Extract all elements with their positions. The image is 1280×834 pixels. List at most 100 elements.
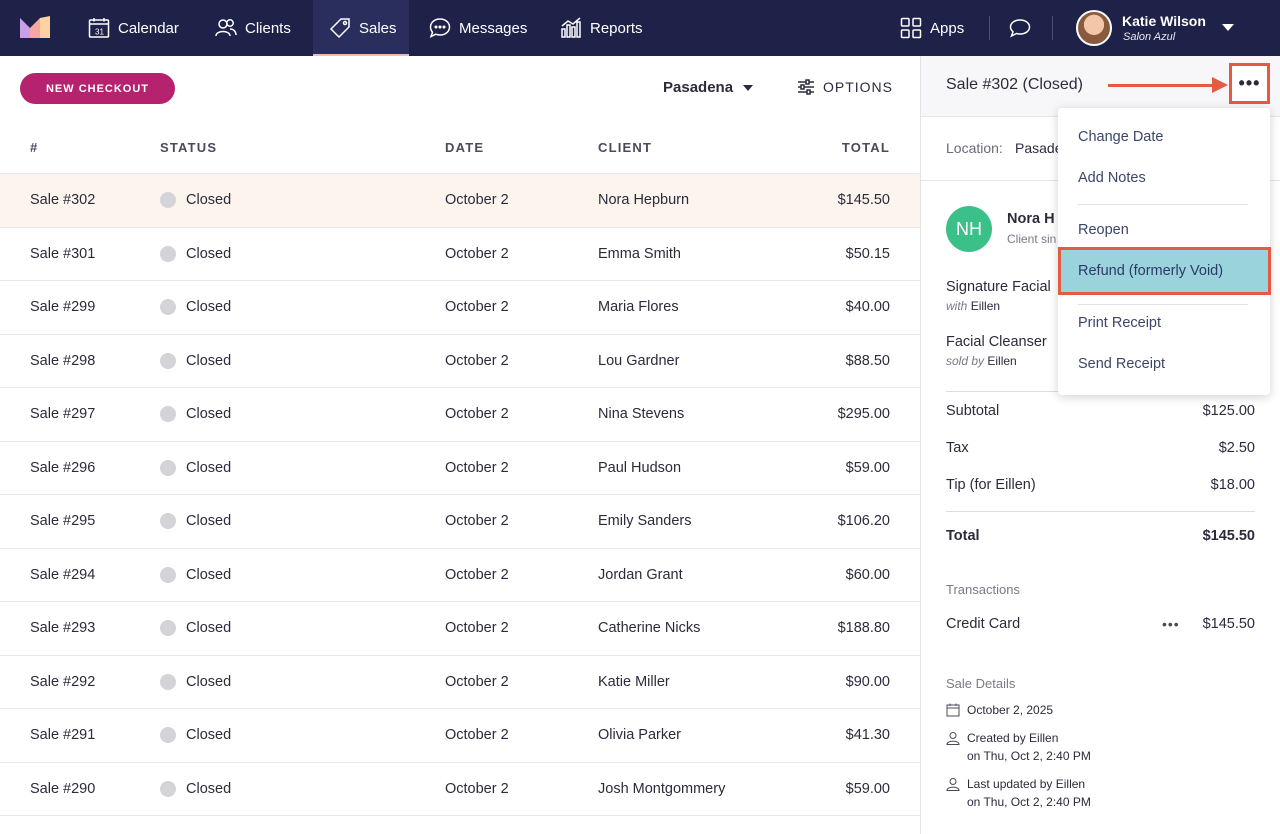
ellipsis-icon: ••• (1162, 616, 1180, 632)
table-row[interactable]: Sale #299 Closed October 2 Maria Flores $40.… (0, 281, 920, 335)
total-label: Total (946, 528, 980, 544)
row-sale-number: Sale #293 (30, 620, 96, 637)
new-checkout-button[interactable]: NEW CHECKOUT (20, 73, 175, 104)
table-row[interactable]: Sale #297 Closed October 2 Nina Stevens $295… (0, 388, 920, 442)
user-name[interactable]: Katie Wilson (1122, 13, 1206, 29)
options-button[interactable]: OPTIONS (797, 79, 893, 95)
row-status: Closed (160, 299, 231, 316)
row-status: Closed (160, 513, 231, 530)
nav-messages[interactable]: Messages (429, 0, 527, 56)
table-row[interactable]: Sale #294 Closed October 2 Jordan Grant $60.… (0, 549, 920, 602)
menu-divider (1078, 304, 1248, 305)
line-item-name: Signature Facial (946, 279, 1051, 295)
row-status: Closed (160, 406, 232, 423)
menu-item-reopen[interactable]: Reopen (1078, 222, 1129, 238)
table-row[interactable]: Sale #302 Closed October 2 Nora Hepburn $145… (0, 174, 920, 228)
menu-item-refund[interactable]: Refund (formerly Void) (1058, 247, 1271, 295)
line-item-staff-prefix: sold by (946, 354, 985, 368)
chat-button[interactable] (1009, 0, 1031, 56)
row-client: Josh Montgommery (598, 780, 726, 797)
col-header-status[interactable]: STATUS (160, 140, 218, 155)
table-top-border (0, 173, 920, 174)
location-select[interactable]: Pasadena (663, 79, 754, 96)
menu-item-change-date[interactable]: Change Date (1078, 129, 1164, 145)
row-status: Closed (160, 620, 232, 637)
transaction-more-button[interactable]: ••• (1162, 616, 1180, 632)
summary-divider (946, 511, 1255, 512)
status-dot-icon (160, 192, 176, 209)
menu-item-refund-label: Refund (formerly Void) (1078, 263, 1224, 279)
row-date: October 2 (445, 780, 509, 797)
user-menu-caret-icon[interactable] (1222, 24, 1234, 31)
table-row[interactable]: Sale #290 Closed October 2 Josh Montgommery… (0, 763, 920, 816)
row-status-label: Closed (186, 620, 232, 637)
nav-sales[interactable]: Sales (313, 0, 409, 56)
row-date: October 2 (445, 406, 509, 423)
menu-item-add-notes[interactable]: Add Notes (1078, 170, 1146, 186)
table-row[interactable]: Sale #298 Closed October 2 Lou Gardner $88.5… (0, 335, 920, 388)
status-dot-icon (160, 459, 176, 476)
status-dot-icon (160, 780, 176, 797)
total-value: $145.50 (1202, 528, 1255, 544)
row-client: Emily Sanders (598, 513, 692, 530)
row-sale-number: Sale #299 (30, 299, 96, 316)
created-on-text: on Thu, Oct 2, 2:40 PM (967, 749, 1091, 763)
col-header-client[interactable]: CLIENT (598, 140, 653, 155)
row-sale-number: Sale #295 (30, 513, 96, 530)
svg-text:31: 31 (95, 28, 104, 37)
user-avatar[interactable] (1076, 10, 1112, 46)
nav-reports[interactable]: Reports (560, 0, 643, 56)
col-header-date[interactable]: DATE (445, 140, 485, 155)
line-item-staff: sold by Eillen (946, 354, 1017, 368)
sale-date: October 2, 2025 (967, 703, 1054, 717)
row-date: October 2 (445, 245, 509, 262)
app-logo-icon[interactable] (20, 16, 50, 38)
col-header-number[interactable]: # (30, 140, 39, 155)
tip-label: Tip (for Eillen) (946, 477, 1036, 493)
row-total: $50.15 (845, 245, 890, 262)
table-row[interactable]: Sale #292 Closed October 2 Katie Miller $90.… (0, 656, 920, 709)
row-status-label: Closed (186, 459, 232, 476)
row-date: October 2 (445, 192, 509, 209)
table-row[interactable]: Sale #293 Closed October 2 Catherine Nicks $… (0, 602, 920, 656)
row-date: October 2 (445, 513, 509, 530)
nav-apps[interactable]: Apps (900, 0, 964, 56)
row-status-label: Closed (186, 192, 232, 209)
row-status: Closed (160, 192, 232, 209)
menu-item-print-receipt[interactable]: Print Receipt (1078, 315, 1162, 331)
created-by: Created by Eillen on Thu, Oct 2, 2:40 PM (967, 729, 1091, 765)
nav-clients[interactable]: Clients (215, 0, 291, 56)
row-sale-number: Sale #297 (30, 406, 96, 423)
row-total: $60.00 (845, 566, 890, 583)
row-sale-number: Sale #296 (30, 459, 96, 476)
menu-item-send-receipt[interactable]: Send Receipt (1078, 356, 1166, 372)
col-header-total[interactable]: TOTAL (841, 140, 890, 155)
calendar-icon: 31 (88, 18, 110, 38)
row-status: Closed (160, 245, 231, 262)
row-status-label: Closed (186, 566, 232, 583)
row-status: Closed (160, 727, 231, 744)
client-name[interactable]: Nora H (1007, 211, 1055, 227)
annotation-arrow (1108, 84, 1214, 87)
row-total: $88.50 (845, 352, 890, 369)
table-row[interactable]: Sale #295 Closed October 2 Emily Sanders $10… (0, 495, 920, 549)
options-label: OPTIONS (823, 79, 894, 95)
row-client: Catherine Nicks (598, 620, 701, 637)
line-item-staff-person: Eillen (970, 299, 1001, 313)
table-row[interactable]: Sale #301 Closed October 2 Emma Smith $50.15 (0, 228, 920, 281)
row-client: Paul Hudson (598, 459, 682, 476)
row-total: $41.30 (845, 727, 890, 744)
more-actions-button[interactable]: ••• (1229, 63, 1270, 104)
table-row[interactable]: Sale #296 Closed October 2 Paul Hudson $59.0… (0, 442, 920, 495)
nav-calendar[interactable]: 31 Calendar (88, 0, 179, 56)
line-item-staff-person: Eillen (987, 354, 1017, 368)
nav-sales-label: Sales (359, 19, 397, 37)
client-avatar[interactable]: NH (946, 206, 992, 252)
row-date: October 2 (445, 673, 509, 690)
row-status-label: Closed (186, 406, 232, 423)
row-total: $106.20 (837, 513, 890, 530)
row-status: Closed (160, 566, 232, 583)
row-status: Closed (160, 780, 231, 797)
table-row[interactable]: Sale #291 Closed October 2 Olivia Parker $41… (0, 709, 920, 763)
subtotal-value: $125.00 (1202, 403, 1255, 419)
